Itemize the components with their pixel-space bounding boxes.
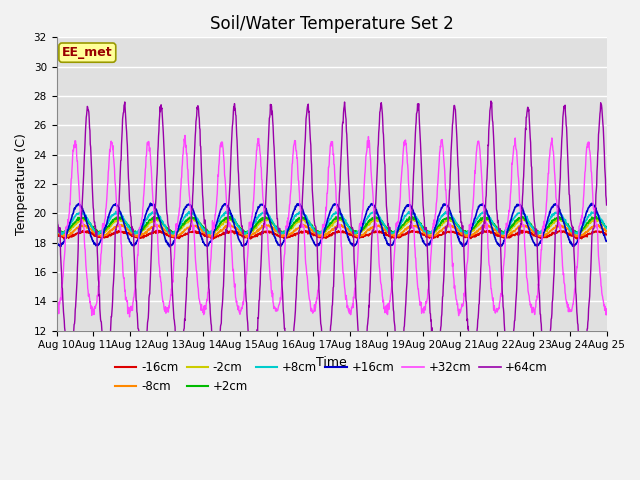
+64cm — [118, 142, 125, 148]
+32cm — [52, 305, 60, 311]
-16cm — [52, 230, 60, 236]
-16cm — [118, 229, 125, 235]
-8cm — [298, 223, 305, 229]
Line: +16cm: +16cm — [56, 203, 607, 247]
+2cm — [308, 222, 316, 228]
-16cm — [209, 236, 217, 242]
Line: +32cm: +32cm — [56, 135, 607, 317]
-8cm — [367, 225, 374, 231]
+2cm — [480, 214, 488, 219]
-16cm — [603, 232, 611, 238]
+16cm — [118, 212, 125, 218]
+64cm — [52, 200, 60, 206]
+16cm — [287, 217, 294, 223]
+64cm — [308, 162, 316, 168]
-2cm — [287, 226, 294, 232]
+32cm — [118, 242, 125, 248]
+16cm — [95, 241, 103, 247]
+2cm — [366, 218, 374, 224]
+16cm — [147, 200, 154, 206]
+32cm — [181, 132, 189, 138]
-2cm — [52, 224, 60, 230]
+32cm — [287, 189, 294, 194]
+64cm — [287, 351, 294, 357]
Line: -8cm: -8cm — [56, 224, 607, 238]
+64cm — [603, 202, 611, 208]
Line: -2cm: -2cm — [56, 218, 607, 235]
+2cm — [95, 229, 103, 235]
+2cm — [244, 230, 252, 236]
+8cm — [58, 231, 66, 237]
-16cm — [287, 234, 294, 240]
+8cm — [118, 214, 125, 219]
Title: Soil/Water Temperature Set 2: Soil/Water Temperature Set 2 — [210, 15, 453, 33]
-8cm — [118, 223, 125, 228]
+64cm — [366, 289, 374, 295]
-16cm — [95, 234, 103, 240]
+64cm — [212, 357, 220, 363]
-8cm — [52, 228, 60, 234]
+16cm — [298, 205, 306, 211]
+8cm — [308, 225, 316, 230]
Y-axis label: Temperature (C): Temperature (C) — [15, 133, 28, 235]
Line: +8cm: +8cm — [56, 211, 607, 234]
-2cm — [298, 218, 305, 224]
+32cm — [603, 306, 611, 312]
+8cm — [95, 229, 103, 235]
Text: EE_met: EE_met — [62, 46, 113, 59]
+16cm — [166, 244, 173, 250]
-2cm — [60, 232, 68, 238]
+2cm — [287, 225, 294, 231]
+64cm — [298, 216, 305, 221]
+2cm — [603, 225, 611, 230]
Line: +64cm: +64cm — [56, 101, 607, 360]
+2cm — [52, 224, 60, 230]
-16cm — [298, 230, 305, 236]
-16cm — [308, 230, 316, 236]
+2cm — [298, 215, 305, 220]
X-axis label: Time: Time — [316, 356, 347, 369]
-2cm — [308, 224, 316, 229]
+8cm — [52, 225, 60, 230]
+32cm — [95, 280, 103, 286]
+16cm — [603, 238, 611, 244]
-2cm — [95, 230, 103, 236]
+8cm — [298, 210, 306, 216]
-8cm — [603, 228, 611, 234]
-2cm — [366, 220, 374, 226]
+16cm — [52, 239, 60, 245]
+64cm — [487, 98, 495, 104]
-8cm — [299, 221, 307, 227]
-2cm — [603, 226, 611, 231]
-16cm — [410, 228, 418, 233]
+32cm — [308, 308, 316, 313]
+16cm — [367, 203, 374, 209]
+16cm — [308, 236, 316, 241]
-8cm — [243, 235, 250, 240]
Legend: -16cm, -8cm, -2cm, +2cm, +8cm, +16cm, +32cm, +64cm: -16cm, -8cm, -2cm, +2cm, +8cm, +16cm, +3… — [110, 357, 553, 398]
-16cm — [366, 231, 374, 237]
+8cm — [262, 208, 269, 214]
+2cm — [118, 216, 125, 221]
+32cm — [298, 224, 306, 230]
-8cm — [308, 228, 316, 234]
+32cm — [367, 154, 374, 159]
Line: -16cm: -16cm — [56, 230, 607, 239]
-8cm — [287, 230, 294, 236]
+8cm — [367, 211, 374, 216]
+8cm — [287, 221, 294, 227]
-8cm — [95, 232, 103, 238]
-2cm — [593, 216, 600, 221]
+8cm — [603, 226, 611, 231]
-2cm — [118, 218, 125, 224]
Line: +2cm: +2cm — [56, 216, 607, 233]
+32cm — [125, 314, 133, 320]
+64cm — [95, 293, 103, 299]
